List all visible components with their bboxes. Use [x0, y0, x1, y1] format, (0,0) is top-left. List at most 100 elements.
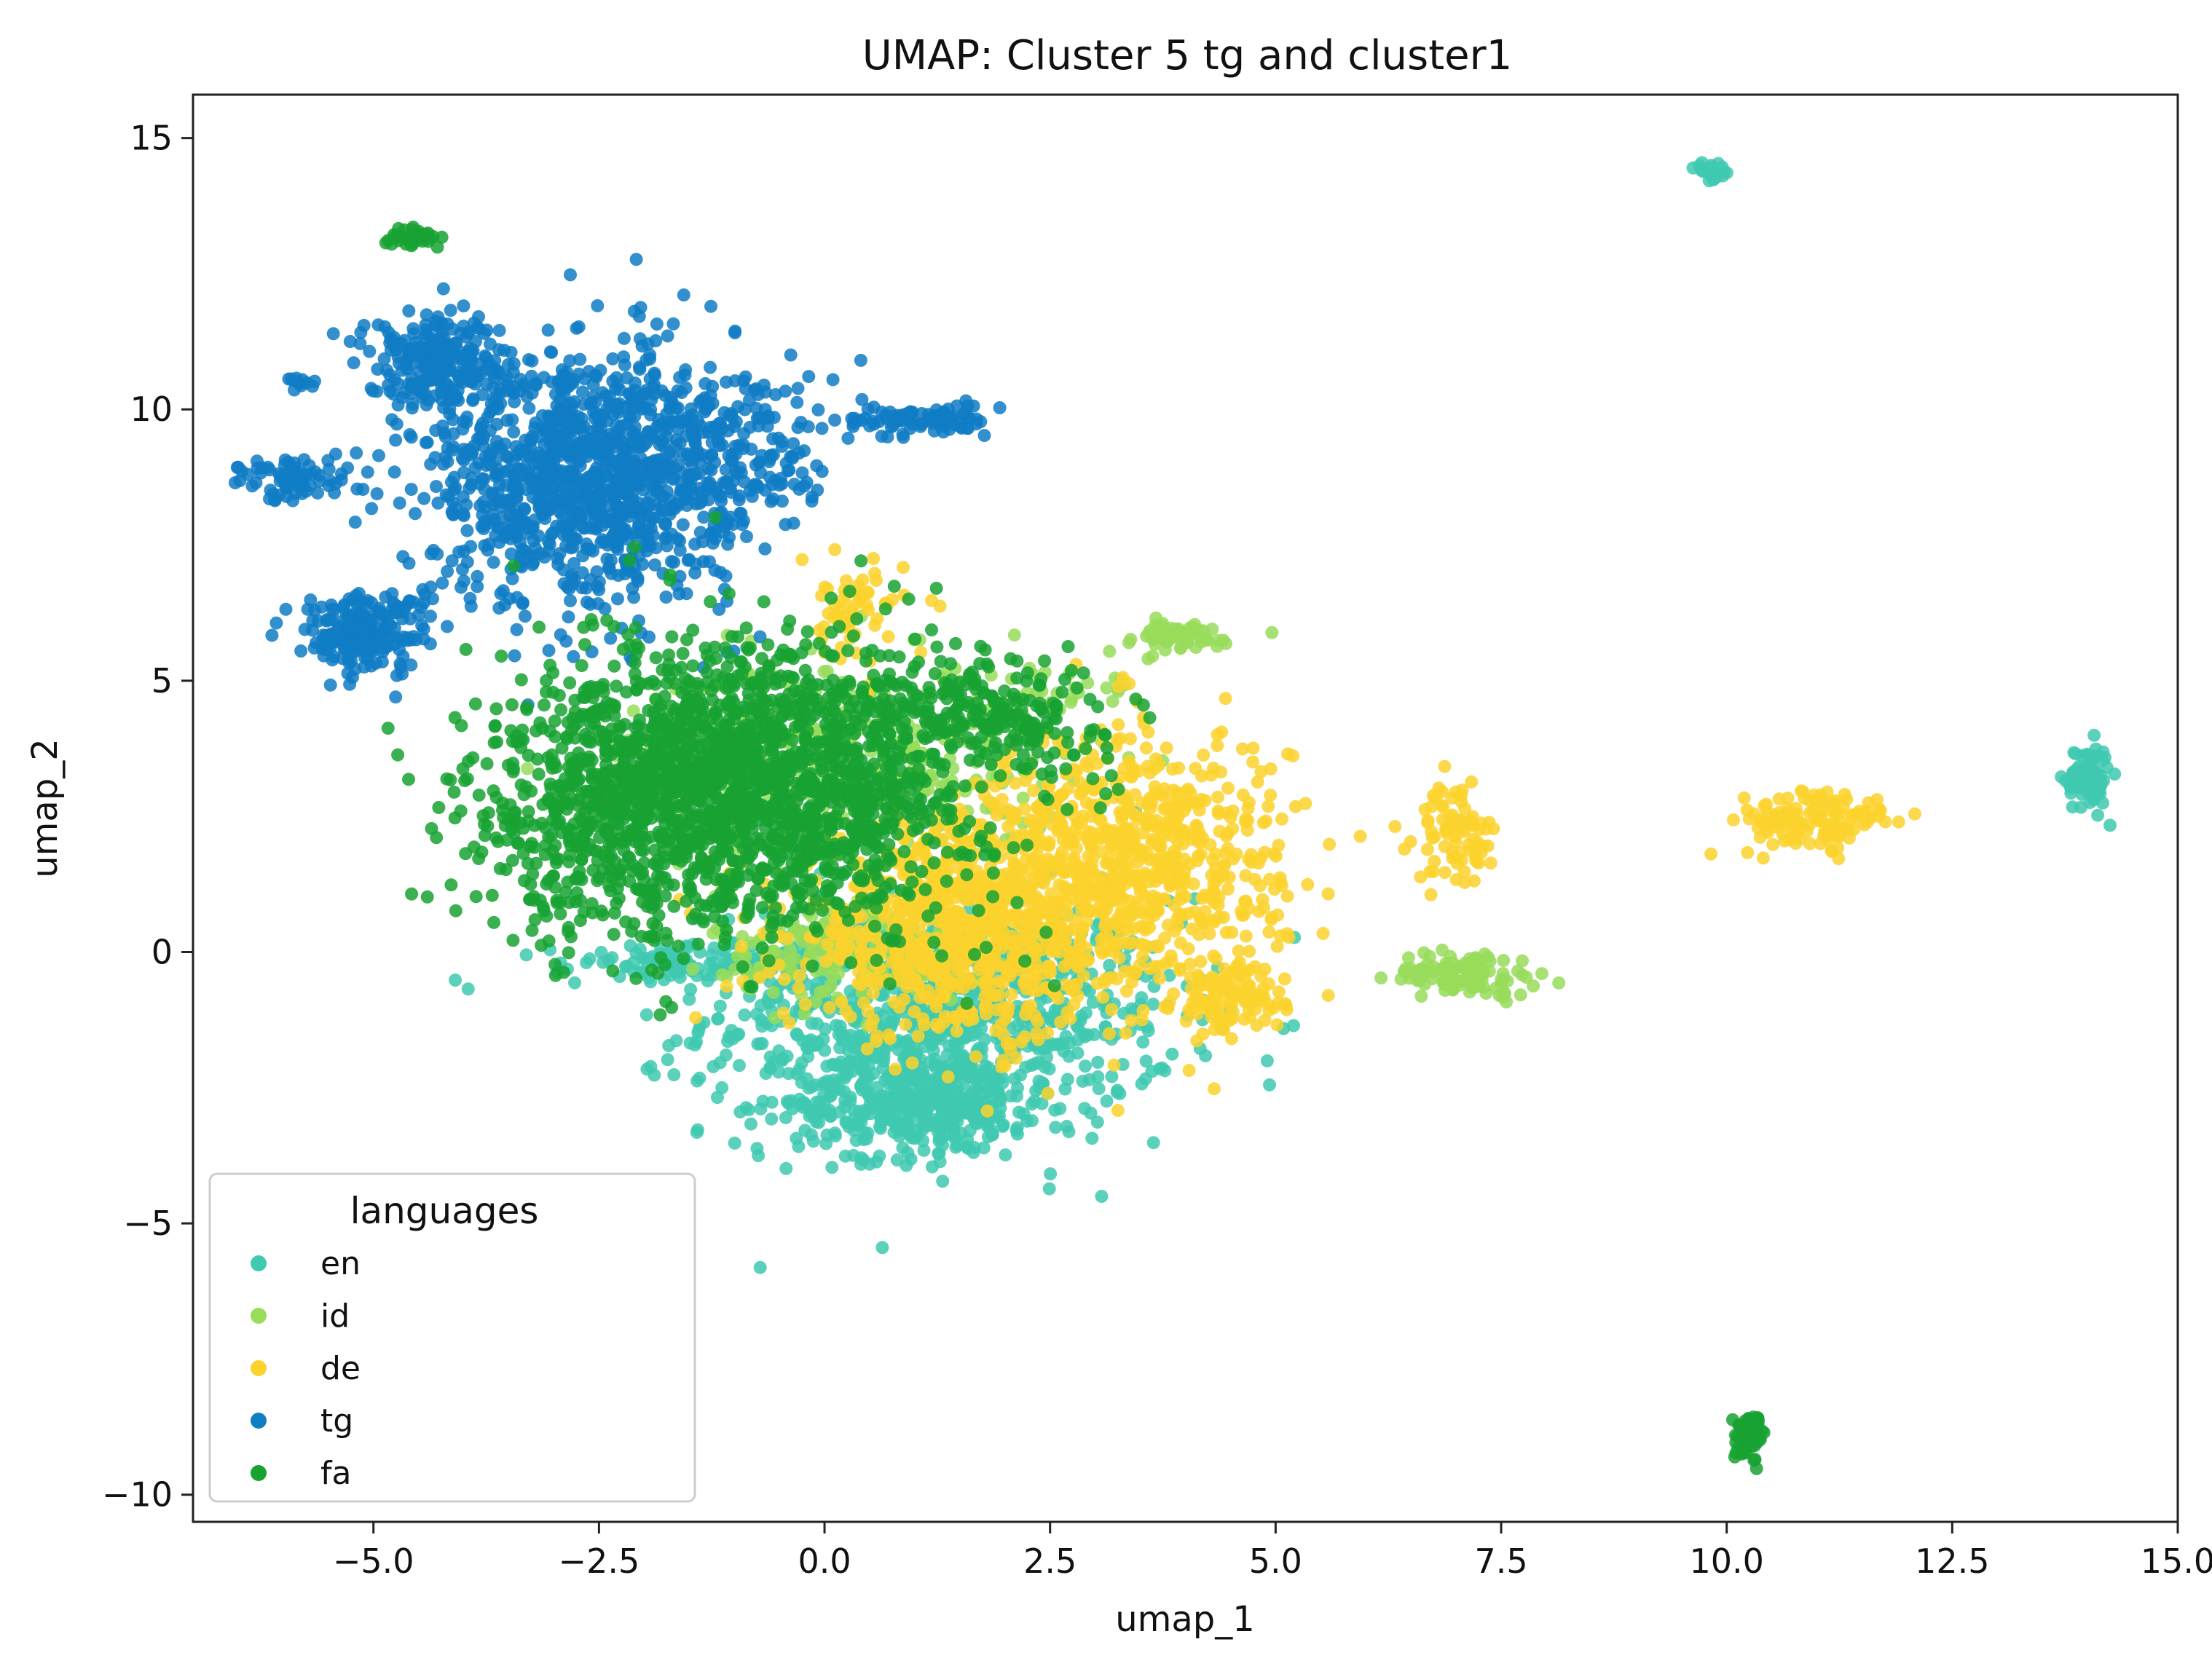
point-tg: [492, 601, 506, 615]
point-tg: [522, 401, 536, 415]
point-id: [1535, 967, 1548, 981]
point-de: [1036, 815, 1050, 829]
point-de: [1005, 929, 1018, 943]
point-de: [1484, 856, 1497, 870]
point-de: [977, 976, 991, 990]
point-id: [1158, 643, 1172, 657]
point-tg: [564, 594, 577, 607]
point-en: [864, 1090, 878, 1104]
point-de: [1321, 887, 1335, 901]
point-de: [897, 992, 911, 1006]
point-de: [1151, 864, 1164, 877]
point-tg: [348, 516, 362, 529]
point-en: [772, 1044, 786, 1058]
point-de: [1211, 790, 1224, 804]
point-en: [2055, 770, 2069, 783]
point-de: [1093, 826, 1107, 840]
point-en: [993, 1109, 1006, 1123]
point-de: [1215, 975, 1228, 989]
point-de: [818, 580, 832, 594]
point-de: [866, 986, 880, 1000]
point-de: [1041, 960, 1055, 974]
point-tg: [479, 501, 492, 515]
point-en: [870, 1081, 884, 1094]
point-tg: [586, 378, 600, 392]
point-de: [1453, 813, 1467, 827]
point-de: [1129, 808, 1142, 822]
point-de: [1137, 939, 1151, 952]
point-en: [877, 1054, 891, 1068]
point-de: [1242, 796, 1256, 810]
point-de: [1103, 1027, 1116, 1041]
point-en: [977, 1141, 991, 1155]
point-de: [867, 552, 881, 565]
point-de: [1054, 862, 1068, 876]
point-de: [1146, 889, 1160, 903]
point-de: [1191, 796, 1205, 810]
point-de: [1207, 949, 1221, 963]
point-de: [1079, 756, 1093, 770]
point-tg: [420, 435, 434, 449]
point-de: [992, 803, 1006, 817]
point-de: [1214, 765, 1228, 779]
point-en: [2069, 747, 2082, 761]
point-de: [958, 957, 972, 971]
point-de: [1272, 838, 1286, 852]
point-en: [795, 1075, 808, 1089]
point-de: [1246, 741, 1260, 755]
point-en: [942, 1118, 956, 1132]
point-en: [744, 1117, 757, 1131]
point-de: [951, 980, 964, 994]
point-de: [1031, 1033, 1045, 1046]
point-de: [1242, 1003, 1256, 1017]
point-de: [1259, 814, 1272, 828]
point-de: [1190, 854, 1204, 868]
point-en: [796, 1100, 810, 1114]
point-en: [1136, 1035, 1150, 1049]
point-tg: [629, 253, 643, 267]
point-de: [1019, 853, 1033, 867]
point-de: [1138, 921, 1152, 935]
point-tg: [370, 487, 384, 501]
point-id: [1265, 625, 1279, 639]
point-de: [1802, 818, 1816, 832]
point-de: [1432, 781, 1446, 795]
point-en: [1079, 1059, 1092, 1073]
point-en: [857, 1060, 870, 1074]
point-de: [1129, 966, 1143, 979]
point-de: [1175, 824, 1189, 838]
point-tg: [429, 424, 443, 438]
point-de: [1476, 840, 1489, 853]
point-id: [1414, 990, 1428, 1003]
point-de: [882, 1028, 896, 1042]
point-de: [1790, 826, 1804, 840]
point-de: [1071, 816, 1085, 829]
point-de: [1455, 783, 1469, 797]
point-de: [1184, 982, 1198, 995]
point-de: [1321, 989, 1335, 1003]
point-id: [1414, 963, 1427, 976]
point-id: [783, 944, 797, 958]
point-en: [1162, 968, 1176, 982]
point-en: [887, 1011, 901, 1025]
point-en: [892, 1090, 905, 1104]
point-tg: [704, 360, 717, 374]
point-de: [1106, 859, 1119, 872]
point-en: [753, 1037, 767, 1051]
point-en: [519, 948, 533, 962]
point-en: [953, 1062, 967, 1076]
point-en: [905, 1101, 918, 1115]
point-id: [1402, 966, 1416, 980]
point-id: [803, 946, 817, 960]
point-de: [1122, 676, 1136, 690]
point-de: [999, 1012, 1012, 1026]
point-de: [1047, 909, 1060, 923]
point-en: [1110, 1086, 1124, 1100]
point-de: [961, 971, 975, 985]
point-de: [1299, 797, 1312, 810]
point-de: [914, 958, 928, 971]
point-de: [782, 1016, 796, 1030]
point-tg: [704, 299, 717, 313]
point-de: [1165, 762, 1179, 776]
point-de: [1179, 1014, 1193, 1028]
